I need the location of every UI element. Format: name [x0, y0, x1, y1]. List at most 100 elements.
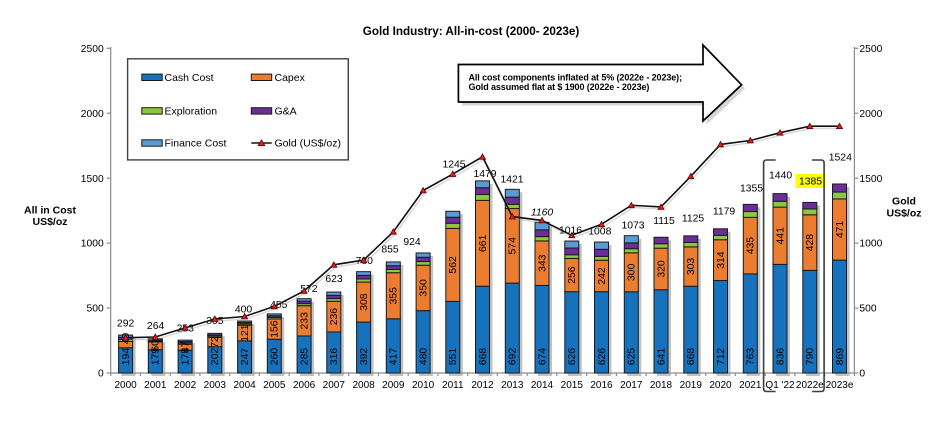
- svg-text:2009: 2009: [382, 380, 405, 391]
- svg-text:256: 256: [567, 266, 578, 284]
- svg-text:668: 668: [478, 348, 489, 366]
- svg-text:2006: 2006: [293, 380, 316, 391]
- svg-text:355: 355: [389, 287, 400, 305]
- svg-text:264: 264: [147, 321, 165, 332]
- svg-text:1524: 1524: [829, 152, 852, 163]
- svg-text:308: 308: [359, 293, 370, 311]
- svg-text:661: 661: [478, 234, 489, 252]
- svg-text:300: 300: [627, 263, 638, 281]
- svg-text:836: 836: [775, 348, 786, 366]
- svg-text:2001: 2001: [144, 380, 167, 391]
- svg-text:2004: 2004: [233, 380, 256, 391]
- svg-text:500: 500: [87, 304, 104, 315]
- svg-text:2016: 2016: [590, 380, 613, 391]
- svg-text:623: 623: [325, 274, 343, 285]
- svg-text:1440: 1440: [769, 170, 792, 181]
- svg-text:2010: 2010: [412, 380, 435, 391]
- svg-text:285: 285: [300, 348, 311, 366]
- svg-text:2023e: 2023e: [826, 380, 854, 391]
- svg-text:392: 392: [359, 348, 370, 366]
- svg-text:1500: 1500: [81, 174, 104, 185]
- svg-text:47: 47: [181, 341, 192, 353]
- svg-text:674: 674: [537, 348, 548, 366]
- svg-text:626: 626: [567, 348, 578, 366]
- svg-text:175: 175: [181, 348, 192, 366]
- svg-text:194: 194: [121, 348, 132, 366]
- svg-text:1125: 1125: [682, 214, 705, 225]
- svg-text:60: 60: [151, 340, 162, 352]
- svg-text:626: 626: [597, 348, 608, 366]
- svg-text:2015: 2015: [561, 380, 584, 391]
- svg-text:2013: 2013: [501, 380, 524, 391]
- svg-text:562: 562: [448, 256, 459, 274]
- svg-text:0: 0: [98, 369, 104, 380]
- svg-text:1115: 1115: [653, 216, 675, 227]
- svg-text:350: 350: [419, 279, 430, 297]
- svg-text:2011: 2011: [442, 380, 464, 391]
- svg-text:247: 247: [240, 348, 251, 366]
- svg-text:1500: 1500: [859, 174, 882, 185]
- svg-text:2020: 2020: [709, 380, 732, 391]
- svg-text:2017: 2017: [620, 380, 643, 391]
- svg-text:625: 625: [627, 348, 638, 366]
- svg-text:668: 668: [686, 348, 697, 366]
- svg-text:2007: 2007: [323, 380, 346, 391]
- svg-text:202: 202: [210, 348, 221, 366]
- svg-text:480: 480: [419, 348, 430, 366]
- svg-text:2008: 2008: [352, 380, 375, 391]
- svg-text:400: 400: [235, 304, 253, 315]
- svg-text:Capex: Capex: [275, 72, 306, 84]
- svg-text:574: 574: [508, 237, 519, 255]
- svg-text:435: 435: [746, 237, 757, 255]
- svg-text:2018: 2018: [650, 380, 673, 391]
- svg-text:2003: 2003: [204, 380, 227, 391]
- svg-text:1179: 1179: [713, 207, 736, 218]
- svg-text:179: 179: [151, 348, 162, 366]
- svg-text:72: 72: [210, 336, 221, 348]
- svg-text:500: 500: [859, 304, 876, 315]
- svg-text:Gold assumed flat at $ 1900 (2: Gold assumed flat at $ 1900 (2022e - 202…: [469, 82, 650, 92]
- svg-text:156: 156: [270, 320, 281, 338]
- svg-text:1385: 1385: [799, 177, 822, 188]
- svg-text:320: 320: [656, 260, 667, 278]
- svg-text:924: 924: [403, 237, 421, 248]
- svg-text:Finance Cost: Finance Cost: [165, 138, 227, 150]
- svg-text:2012: 2012: [471, 380, 494, 391]
- svg-text:2014: 2014: [531, 380, 554, 391]
- svg-text:303: 303: [686, 258, 697, 276]
- svg-text:1160: 1160: [531, 207, 554, 218]
- svg-text:G&A: G&A: [275, 106, 297, 118]
- svg-text:2005: 2005: [263, 380, 286, 391]
- svg-text:Q1 '22: Q1 '22: [765, 380, 795, 391]
- svg-text:Gold: Gold: [892, 196, 916, 208]
- svg-text:1000: 1000: [859, 239, 882, 250]
- svg-text:US$/oz: US$/oz: [32, 216, 67, 228]
- svg-text:Gold (US$/oz): Gold (US$/oz): [275, 138, 342, 150]
- svg-text:1355: 1355: [740, 184, 763, 195]
- svg-text:1479: 1479: [473, 169, 496, 180]
- svg-text:314: 314: [716, 251, 727, 269]
- svg-text:1016: 1016: [559, 225, 582, 236]
- svg-text:2022e: 2022e: [796, 380, 824, 391]
- svg-text:260: 260: [270, 348, 281, 366]
- svg-text:763: 763: [746, 348, 757, 366]
- svg-text:869: 869: [835, 348, 846, 366]
- svg-text:2500: 2500: [859, 44, 882, 55]
- svg-text:417: 417: [389, 348, 400, 366]
- svg-text:2000: 2000: [114, 380, 137, 391]
- svg-text:Exploration: Exploration: [165, 106, 218, 118]
- svg-text:790: 790: [805, 348, 816, 366]
- svg-text:1421: 1421: [500, 175, 523, 186]
- svg-text:551: 551: [448, 348, 459, 366]
- svg-text:All cost components inflated a: All cost components inflated at 5% (2022…: [469, 72, 683, 82]
- svg-text:233: 233: [300, 312, 311, 330]
- svg-text:Cash Cost: Cash Cost: [165, 72, 214, 84]
- svg-text:441: 441: [775, 227, 786, 245]
- svg-text:428: 428: [805, 234, 816, 252]
- svg-text:712: 712: [716, 348, 727, 366]
- svg-text:455: 455: [270, 300, 288, 311]
- svg-text:343: 343: [537, 254, 548, 272]
- svg-text:316: 316: [329, 348, 340, 366]
- svg-text:1073: 1073: [621, 221, 644, 232]
- svg-text:121: 121: [240, 324, 251, 342]
